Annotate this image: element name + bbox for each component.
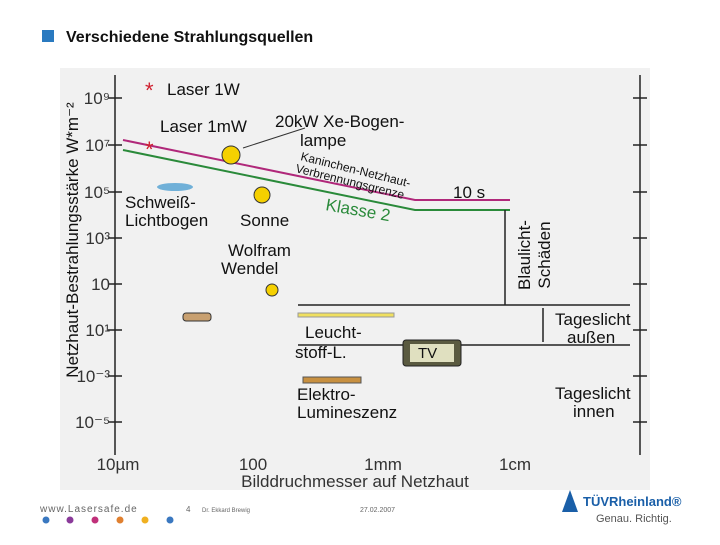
label: stoff-L. xyxy=(295,343,347,362)
label: Wolfram xyxy=(228,241,291,260)
footer-date: 27.02.2007 xyxy=(360,507,395,514)
label: innen xyxy=(573,402,615,421)
arrow xyxy=(242,127,306,149)
bulb-icon xyxy=(265,283,279,297)
y-axis-label: Netzhaut-Bestrahlungsstärke W*m⁻² xyxy=(63,102,82,378)
label: Blaulicht- xyxy=(515,220,534,290)
footer-website: www.Lasersafe.de xyxy=(39,504,138,515)
label: Schäden xyxy=(535,221,554,288)
x-axis-label: Bilddruchmesser auf Netzhaut xyxy=(241,472,469,491)
y-tick-label: 10⁻⁵ xyxy=(75,413,110,432)
label: außen xyxy=(567,328,615,347)
shape xyxy=(66,516,74,524)
label: Lumineszenz xyxy=(297,403,397,422)
label: Leucht- xyxy=(305,323,362,342)
candle-icon xyxy=(182,312,212,322)
laser-star: * xyxy=(145,137,154,162)
y-tick-label: 10⁷ xyxy=(85,136,110,155)
shape xyxy=(91,516,99,524)
label: Elektro- xyxy=(297,385,356,404)
x-tick-label: 1mm xyxy=(364,455,402,474)
y-tick-label: 10⁹ xyxy=(84,89,110,108)
footer-author: Dr. Ekkard Brewig xyxy=(202,508,250,514)
sun-icon xyxy=(253,186,271,204)
y-tick-label: 10⁵ xyxy=(84,183,110,202)
footer-brand: TÜVRheinland® xyxy=(583,494,682,509)
label: 10 s xyxy=(453,183,485,202)
y-tick-label: 10¹ xyxy=(85,321,110,340)
footer-slogan: Genau. Richtig. xyxy=(596,513,672,525)
class2-line xyxy=(122,149,510,211)
label: Wendel xyxy=(221,259,278,278)
label: Schweiß- xyxy=(125,193,196,212)
y-tick-label: 10³ xyxy=(85,229,110,248)
footer-page: 4 xyxy=(186,505,191,514)
shape: 10⁹ 10⁷ 10⁵ 10³ 10 10¹ 10⁻³ 10⁻⁵ xyxy=(75,89,110,432)
tv-screen xyxy=(410,344,454,362)
burn-limit-line xyxy=(122,139,510,201)
label: lampe xyxy=(300,131,346,150)
label: Laser 1W xyxy=(167,80,240,99)
shape xyxy=(141,516,149,524)
footer-dots xyxy=(42,516,174,524)
el-panel-icon xyxy=(302,376,362,384)
shape: 10µm 100 1mm 1cm xyxy=(97,455,532,474)
lamp-icon xyxy=(221,145,241,165)
title-bullet xyxy=(42,30,54,42)
label: Lichtbogen xyxy=(125,211,208,230)
x-tick-label: 100 xyxy=(239,455,267,474)
label: Tageslicht xyxy=(555,310,631,329)
label: Sonne xyxy=(240,211,289,230)
tube-icon xyxy=(297,312,395,318)
y-tick-label: 10⁻³ xyxy=(76,367,110,386)
arc-icon xyxy=(157,183,193,191)
laser-star: * xyxy=(145,78,154,103)
label: Tageslicht xyxy=(555,384,631,403)
logo-triangle xyxy=(562,490,578,512)
x-tick-label: 10µm xyxy=(97,455,140,474)
diagram-background xyxy=(60,68,650,490)
label: 20kW Xe-Bogen- xyxy=(275,112,404,131)
x-tick-label: 1cm xyxy=(499,455,531,474)
shape xyxy=(116,516,124,524)
label: Laser 1mW xyxy=(160,117,247,136)
y-tick-label: 10 xyxy=(91,275,110,294)
shape xyxy=(42,516,50,524)
axis-ticks xyxy=(108,97,647,423)
label: TV xyxy=(418,345,437,362)
shape xyxy=(166,516,174,524)
slide-title: Verschiedene Strahlungsquellen xyxy=(66,29,313,46)
